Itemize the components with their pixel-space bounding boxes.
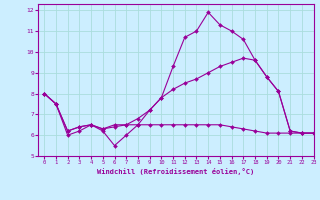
X-axis label: Windchill (Refroidissement éolien,°C): Windchill (Refroidissement éolien,°C) bbox=[97, 168, 255, 175]
